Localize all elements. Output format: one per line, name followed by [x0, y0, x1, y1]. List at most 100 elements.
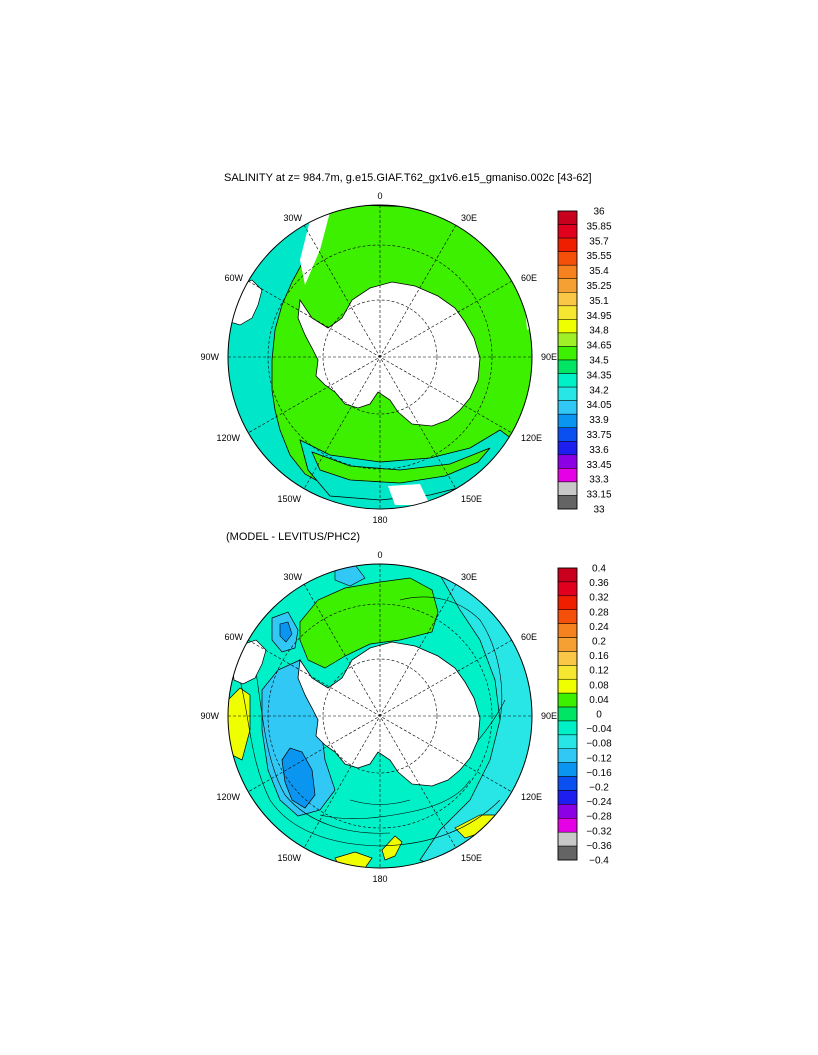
colorbar-swatch [557, 359, 578, 374]
colorbar-swatch [557, 692, 578, 708]
label-180: 180 [372, 515, 387, 525]
colorbar-frame [557, 210, 578, 510]
colorbar-swatch [557, 251, 578, 266]
colorbar-swatch [557, 319, 578, 334]
label-30w: 30W [283, 572, 302, 582]
label-60w: 60W [224, 632, 243, 642]
label-150w: 150W [277, 853, 301, 863]
colorbar-swatch [557, 818, 578, 833]
colorbar-frame [557, 567, 578, 861]
colorbar-tick-label: 35.55 [586, 251, 611, 262]
colorbar-tick-label: 0.32 [589, 593, 609, 604]
salinity-colorbar: 36 35.85 35.7 35.55 35.4 35.25 35.1 34.95 34.8 34… [557, 207, 612, 516]
colorbar-swatch [557, 706, 578, 722]
colorbar-swatch [557, 332, 578, 347]
colorbar-tick-label: −0.28 [586, 812, 612, 823]
colorbar-tick-label: 0.12 [589, 666, 609, 677]
colorbar-swatch [557, 776, 578, 791]
colorbar-tick-label: −0.04 [586, 724, 612, 735]
colorbar-tick-label: 34.65 [586, 341, 611, 352]
colorbar-swatch [557, 734, 578, 750]
colorbar-tick-label: 0.08 [589, 680, 609, 691]
colorbar-tick-label: 35.1 [589, 296, 609, 307]
colorbar-tick-label: 33 [593, 505, 605, 516]
colorbar-tick-label: 33.15 [586, 490, 611, 501]
colorbar-tick-label: 36 [593, 207, 605, 218]
label-90w: 90W [200, 711, 219, 721]
colorbar-swatch [557, 481, 578, 496]
label-60e: 60E [521, 273, 537, 283]
colorbar-tick-label: 34.95 [586, 311, 611, 322]
label-90e: 90E [541, 711, 557, 721]
colorbar-tick-label: 0 [596, 710, 602, 721]
colorbar-swatch [557, 595, 578, 610]
difference-map: 0 180 90W 90E 30W 60W 30E 60E 120W 150W … [200, 550, 557, 884]
colorbar-swatch [557, 468, 578, 483]
colorbar-swatch [557, 790, 578, 805]
label-0: 0 [377, 191, 382, 201]
colorbar-swatch [557, 210, 578, 225]
colorbar-swatch [557, 567, 578, 583]
colorbar-swatch [557, 637, 578, 652]
colorbar-tick-label: 0.4 [592, 564, 606, 575]
panel-title-salinity: SALINITY at z= 984.7m, g.e15.GIAF.T62_gx… [224, 172, 592, 184]
colorbar-tick-label: 33.45 [586, 460, 611, 471]
antarctica-land [297, 641, 481, 787]
label-120e: 120E [521, 792, 542, 802]
colorbar-swatch [557, 305, 578, 320]
colorbar-swatch [557, 264, 578, 279]
colorbar-swatch [557, 804, 578, 819]
colorbar-tick-label: 33.9 [589, 415, 609, 426]
colorbar-swatch [557, 427, 578, 442]
label-30e: 30E [461, 213, 477, 223]
colorbar-tick-label: 33.75 [586, 430, 611, 441]
colorbar-swatch [557, 748, 578, 763]
colorbar-tick-label: 35.7 [589, 236, 609, 247]
colorbar-tick-label: 0.28 [589, 607, 609, 618]
colorbar-tick-label: −0.2 [589, 783, 609, 794]
colorbar-swatch [557, 831, 578, 847]
salinity-map: 0 180 90W 90E 30W 60W 30E 60E 120W 150W … [200, 191, 557, 525]
colorbar-tick-label: −0.16 [586, 768, 612, 779]
colorbar-swatch [557, 720, 578, 736]
colorbar-tick-label: 33.3 [589, 475, 609, 486]
label-30w: 30W [283, 213, 302, 223]
colorbar-swatch [557, 581, 578, 597]
colorbar-swatch [557, 665, 578, 680]
colorbar-swatch [557, 762, 578, 777]
colorbar-swatch [557, 373, 578, 388]
label-60w: 60W [224, 273, 243, 283]
colorbar-tick-label: 34.5 [589, 356, 609, 367]
colorbar-swatch [557, 609, 578, 624]
label-90e: 90E [541, 352, 557, 362]
label-120w: 120W [216, 792, 240, 802]
colorbar-swatch [557, 651, 578, 666]
label-60e: 60E [521, 632, 537, 642]
colorbar-tick-label: 35.4 [589, 266, 609, 277]
colorbar-swatch [557, 292, 578, 307]
colorbar-tick-label: −0.08 [586, 739, 612, 750]
label-30e: 30E [461, 572, 477, 582]
colorbar-tick-label: 0.2 [592, 637, 606, 648]
antarctica-land [297, 281, 481, 427]
difference-colorbar: 0.4 0.36 0.32 0.28 0.24 0.2 0.16 0.12 0.08 0.04 0 −… [557, 564, 612, 867]
colorbar-tick-label: 0.36 [589, 578, 609, 589]
colorbar-tick-label: −0.4 [589, 856, 609, 867]
colorbar-swatch [557, 278, 578, 293]
label-90w: 90W [200, 352, 219, 362]
colorbar-tick-label: 0.16 [589, 651, 609, 662]
colorbar-swatch [557, 346, 578, 361]
colorbar-swatch [557, 237, 578, 252]
colorbar-tick-label: 0.24 [589, 622, 609, 633]
label-150e: 150E [461, 853, 482, 863]
colorbar-swatch [557, 400, 578, 415]
colorbar-swatch [557, 413, 578, 428]
panel-title-difference: (MODEL - LEVITUS/PHC2) [226, 531, 361, 543]
colorbar-tick-label: 35.25 [586, 281, 611, 292]
colorbar-swatch [557, 441, 578, 456]
colorbar-swatch [557, 678, 578, 694]
colorbar-swatch [557, 224, 578, 239]
colorbar-tick-label: −0.36 [586, 841, 612, 852]
label-0: 0 [377, 550, 382, 560]
colorbar-swatch [557, 495, 578, 510]
